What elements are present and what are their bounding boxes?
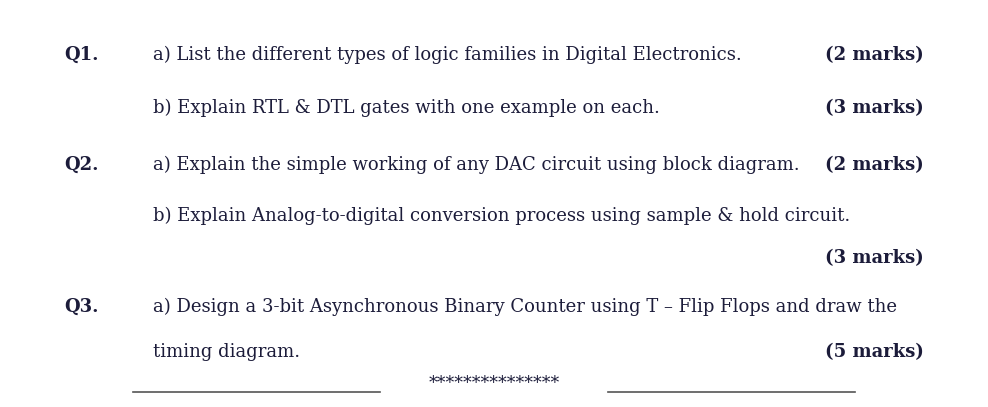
- Text: a) Explain the simple working of any DAC circuit using block diagram.: a) Explain the simple working of any DAC…: [153, 156, 799, 174]
- Text: ***************: ***************: [429, 375, 559, 392]
- Text: a) List the different types of logic families in Digital Electronics.: a) List the different types of logic fam…: [153, 46, 742, 64]
- Text: (3 marks): (3 marks): [825, 99, 924, 117]
- Text: b) Explain RTL & DTL gates with one example on each.: b) Explain RTL & DTL gates with one exam…: [153, 99, 660, 117]
- Text: Q1.: Q1.: [64, 46, 99, 64]
- Text: (2 marks): (2 marks): [825, 46, 924, 64]
- Text: (2 marks): (2 marks): [825, 156, 924, 174]
- Text: a) Design a 3-bit Asynchronous Binary Counter using T – Flip Flops and draw the: a) Design a 3-bit Asynchronous Binary Co…: [153, 298, 897, 316]
- Text: (3 marks): (3 marks): [825, 249, 924, 267]
- Text: timing diagram.: timing diagram.: [153, 343, 300, 361]
- Text: Q3.: Q3.: [64, 298, 99, 316]
- Text: (5 marks): (5 marks): [825, 343, 924, 361]
- Text: Q2.: Q2.: [64, 156, 99, 174]
- Text: b) Explain Analog-to-digital conversion process using sample & hold circuit.: b) Explain Analog-to-digital conversion …: [153, 207, 851, 225]
